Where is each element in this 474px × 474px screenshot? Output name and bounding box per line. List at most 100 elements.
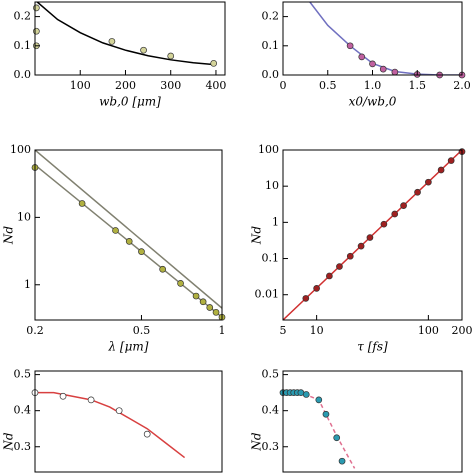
data-point bbox=[115, 407, 123, 415]
fit-line bbox=[283, 391, 356, 469]
y-tick-label: 100 bbox=[10, 143, 31, 156]
x-tick-label: 100 bbox=[70, 79, 91, 92]
x-axis-label: λ [μm] bbox=[108, 340, 149, 354]
plot-area bbox=[283, 150, 462, 320]
data-point bbox=[322, 410, 330, 418]
data-point bbox=[125, 238, 133, 245]
x-tick-label: 200 bbox=[115, 79, 136, 92]
data-point bbox=[369, 60, 376, 68]
plot-area bbox=[283, 391, 356, 469]
data-point bbox=[336, 263, 343, 270]
data-point bbox=[380, 220, 388, 228]
x-tick-label: 0.5 bbox=[133, 324, 151, 337]
y-tick-label: 10 bbox=[17, 210, 31, 223]
fit-line bbox=[35, 391, 186, 459]
axes-frame bbox=[282, 149, 463, 321]
data-point bbox=[143, 430, 151, 438]
y-axis-label: Nd bbox=[2, 432, 16, 452]
data-point bbox=[159, 265, 166, 273]
data-point bbox=[346, 252, 354, 260]
x-tick-label: 300 bbox=[160, 79, 181, 92]
y-axis-label: Nd bbox=[250, 432, 264, 452]
data-point bbox=[206, 304, 214, 311]
data-point bbox=[425, 178, 432, 186]
data-point bbox=[33, 27, 40, 35]
y-tick-label: 0.01 bbox=[255, 288, 280, 301]
data-point bbox=[346, 42, 354, 50]
data-point bbox=[177, 279, 184, 287]
y-tick-label: 1 bbox=[24, 278, 31, 291]
data-point bbox=[199, 298, 207, 306]
data-point bbox=[210, 59, 218, 67]
x-axis-label: wb,0 [μm] bbox=[99, 95, 161, 109]
plot-area bbox=[36, 2, 217, 66]
x-tick-label: 0.2 bbox=[26, 324, 44, 337]
x-tick-label: 1.5 bbox=[409, 79, 427, 92]
x-tick-label: 10 bbox=[310, 324, 324, 337]
y-axis-label: Nd bbox=[2, 226, 16, 246]
data-point bbox=[400, 202, 407, 209]
data-point bbox=[379, 65, 387, 73]
plot-area bbox=[309, 2, 462, 75]
x-tick-label: 5 bbox=[280, 324, 287, 337]
y-tick-label: 0.0 bbox=[262, 68, 280, 81]
data-point bbox=[391, 68, 399, 76]
data-point bbox=[140, 46, 147, 54]
y-tick-label: 1 bbox=[272, 215, 279, 228]
x-tick-label: 1.0 bbox=[364, 79, 382, 92]
y-tick-label: 0.1 bbox=[262, 252, 280, 265]
data-point bbox=[391, 210, 399, 218]
x-tick-label: 100 bbox=[418, 324, 439, 337]
fit-line bbox=[309, 2, 462, 75]
x-tick-label: 0.5 bbox=[319, 79, 337, 92]
data-point bbox=[315, 396, 323, 404]
data-point bbox=[108, 38, 116, 45]
data-point bbox=[333, 434, 341, 442]
data-point bbox=[366, 234, 374, 241]
data-point bbox=[59, 392, 67, 400]
y-tick-label: 100 bbox=[258, 143, 279, 156]
fit-line bbox=[36, 2, 217, 66]
data-point bbox=[358, 53, 366, 61]
data-point bbox=[313, 284, 320, 292]
data-point bbox=[302, 295, 310, 302]
y-tick-label: 0.5 bbox=[14, 368, 32, 381]
y-tick-label: 0.5 bbox=[262, 368, 280, 381]
x-tick-label: 1 bbox=[219, 324, 226, 337]
y-tick-label: 0.4 bbox=[14, 404, 32, 417]
axes-frame bbox=[34, 149, 223, 321]
y-tick-label: 10 bbox=[265, 179, 279, 192]
data-point bbox=[414, 188, 421, 196]
y-tick-label: 0.4 bbox=[262, 404, 280, 417]
y-tick-label: 0.3 bbox=[262, 440, 280, 453]
data-point bbox=[326, 272, 333, 280]
data-point bbox=[78, 200, 86, 207]
data-point bbox=[338, 457, 346, 465]
data-point bbox=[87, 396, 95, 404]
x-tick-label: 200 bbox=[452, 324, 473, 337]
data-point bbox=[437, 166, 445, 174]
x-axis-label: τ [fs] bbox=[357, 340, 388, 354]
y-tick-label: 0.2 bbox=[262, 10, 280, 23]
y-tick-label: 0.0 bbox=[14, 68, 32, 81]
fit-line bbox=[283, 150, 462, 320]
fit-line bbox=[35, 150, 222, 309]
y-tick-label: 0.1 bbox=[14, 39, 32, 52]
data-point bbox=[112, 227, 119, 234]
data-point bbox=[357, 242, 365, 250]
y-axis-label: Nd bbox=[250, 226, 264, 246]
plot-area bbox=[35, 391, 186, 459]
data-point bbox=[33, 4, 40, 12]
y-tick-label: 0.1 bbox=[262, 39, 280, 52]
x-tick-label: 400 bbox=[205, 79, 226, 92]
axes-frame bbox=[34, 1, 226, 76]
y-tick-label: 0.3 bbox=[14, 440, 32, 453]
x-axis-label: x0/wb,0 bbox=[349, 95, 397, 109]
data-point bbox=[192, 292, 200, 300]
data-point bbox=[302, 391, 310, 398]
y-tick-label: 0.2 bbox=[14, 10, 32, 23]
data-point bbox=[447, 157, 455, 164]
plot-area bbox=[35, 150, 222, 318]
x-tick-label: 2.0 bbox=[453, 79, 471, 92]
